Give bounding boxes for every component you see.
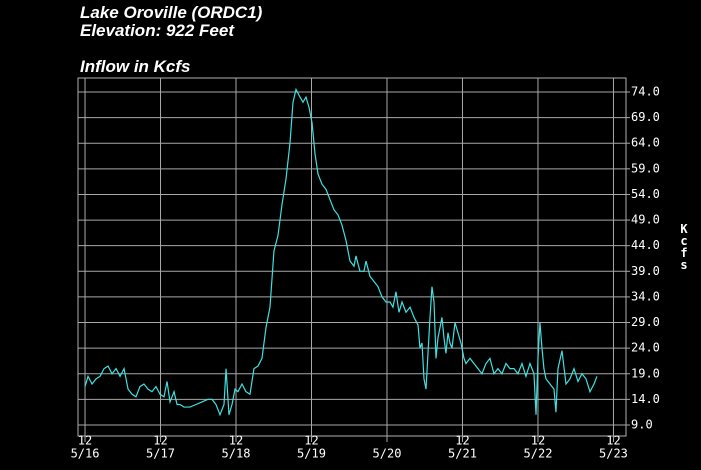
x-tick-label: 5/21 — [448, 447, 477, 461]
x-tick-label: 5/16 — [71, 447, 100, 461]
inflow-line — [84, 87, 598, 417]
x-tick-label: 5/22 — [524, 447, 553, 461]
y-tick-label: 74.0 — [631, 84, 660, 98]
x-tick-label: 5/18 — [222, 447, 251, 461]
chart-label: Inflow in Kcfs — [80, 57, 191, 76]
y-tick-label: 9.0 — [631, 417, 653, 431]
chart-title: Lake Oroville (ORDC1) — [80, 3, 263, 22]
x-tick-hour: 12 — [229, 434, 243, 448]
x-tick-hour: 12 — [606, 434, 620, 448]
x-tick-hour: 12 — [153, 434, 167, 448]
x-tick-label: 5/17 — [146, 447, 175, 461]
x-tick-label: 5/19 — [297, 447, 326, 461]
x-tick-hour: 12 — [531, 434, 545, 448]
y-tick-label: 39.0 — [631, 264, 660, 278]
x-tick-hour: 12 — [455, 434, 469, 448]
x-tick-hour: 12 — [304, 434, 318, 448]
x-tick-label: 5/20 — [373, 447, 402, 461]
y-tick-label: 34.0 — [631, 289, 660, 303]
y-tick-label: 24.0 — [631, 341, 660, 355]
x-tick-label: 5/23 — [599, 447, 628, 461]
chart-subtitle: Elevation: 922 Feet — [80, 21, 235, 40]
y-tick-label: 69.0 — [631, 110, 660, 124]
y-tick-label: 29.0 — [631, 315, 660, 329]
y-tick-label: 59.0 — [631, 161, 660, 175]
y-axis-label: Kcfs — [677, 222, 691, 270]
y-tick-label: 19.0 — [631, 366, 660, 380]
y-tick-label: 64.0 — [631, 136, 660, 150]
y-tick-label: 44.0 — [631, 238, 660, 252]
y-tick-label: 49.0 — [631, 213, 660, 227]
y-tick-label: 54.0 — [631, 187, 660, 201]
plot-frame — [77, 77, 627, 437]
x-tick-hour: 12 — [78, 434, 92, 448]
y-tick-label: 14.0 — [631, 392, 660, 406]
